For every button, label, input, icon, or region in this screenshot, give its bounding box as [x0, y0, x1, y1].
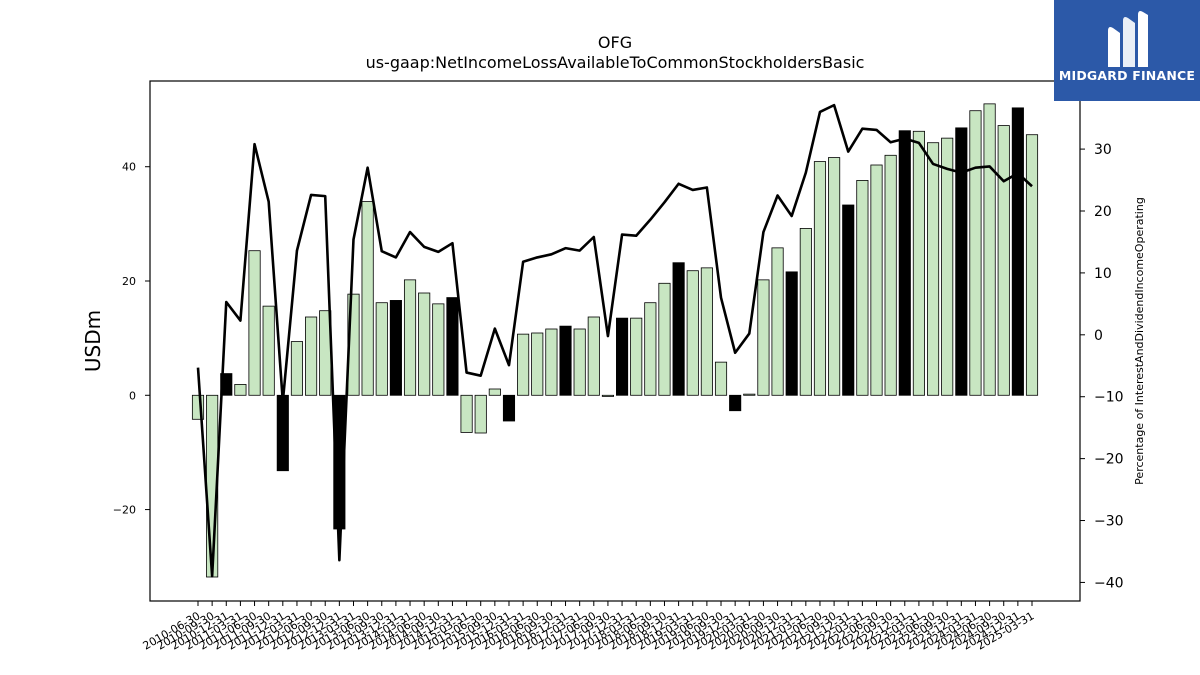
- y2-tick-label-0: 0: [1094, 328, 1103, 344]
- bar-2015-06-30: [474, 394, 487, 434]
- midgard-finance-logo: MIDGARD FINANCE: [1054, 0, 1200, 101]
- bar-2017-09-30: [601, 394, 614, 397]
- bar-2012-06-30: [305, 316, 318, 396]
- bar-2013-06-30: [361, 201, 374, 396]
- bar-2019-12-31: [729, 394, 742, 412]
- logo-text: MIDGARD FINANCE: [1058, 68, 1196, 83]
- bar-2021-12-31: [842, 204, 855, 396]
- bar-2016-09-30: [545, 328, 558, 396]
- bar-2025-03-31: [1025, 134, 1039, 396]
- bar-2014-09-30: [432, 303, 445, 396]
- y2-tick-label-20: 20: [1094, 204, 1112, 220]
- y2-tick-label--30: −30: [1094, 514, 1124, 530]
- bar-2014-03-31: [403, 279, 417, 396]
- y2-tick-label-30: 30: [1094, 142, 1112, 158]
- line-series: [196, 103, 1033, 578]
- bar-2021-09-30: [828, 157, 841, 396]
- y2-tick-label--10: −10: [1094, 390, 1124, 406]
- bar-2023-03-31: [912, 130, 925, 396]
- y-tick-label-20: 20: [122, 275, 136, 288]
- bar-2016-06-30: [531, 332, 544, 396]
- bar-2020-03-31: [743, 393, 756, 396]
- bar-2015-09-30: [488, 388, 501, 396]
- m-logo-icon: [1108, 11, 1148, 67]
- y-axis-label: USDm: [81, 310, 105, 372]
- bar-2024-06-30: [983, 103, 996, 396]
- bar-2024-03-31: [969, 110, 982, 396]
- y2-tick-label--20: −20: [1094, 452, 1124, 468]
- bar-2023-12-31: [955, 127, 968, 396]
- bar-2021-06-30: [813, 161, 827, 396]
- bar-2011-09-30: [262, 305, 275, 396]
- bar-2013-09-30: [375, 302, 388, 396]
- bar-2020-06-30: [757, 279, 770, 396]
- bar-2017-06-30: [587, 316, 600, 396]
- chart-subtitle: us-gaap:NetIncomeLossAvailableToCommonSt…: [366, 53, 865, 72]
- bar-2015-12-31: [502, 394, 516, 422]
- bar-2014-12-31: [446, 297, 459, 396]
- y2-tick-label-10: 10: [1094, 266, 1112, 282]
- bar-2020-09-30: [771, 247, 784, 396]
- bar-2022-03-31: [856, 180, 869, 396]
- y2-tick-label--40: −40: [1094, 575, 1124, 591]
- bar-2011-03-31: [234, 384, 247, 396]
- bar-2017-03-31: [573, 328, 586, 396]
- bar-2021-03-31: [799, 228, 812, 396]
- chart-title: OFG: [598, 33, 632, 52]
- bar-2020-12-31: [785, 271, 798, 396]
- bar-2018-09-30: [658, 282, 671, 396]
- bar-2018-03-31: [630, 317, 643, 396]
- bar-2022-09-30: [884, 154, 897, 396]
- bar-2018-12-31: [672, 262, 685, 396]
- bar-2010-06-30: [191, 394, 205, 420]
- bar-2019-06-30: [700, 267, 713, 396]
- y-tick-label-40: 40: [122, 161, 136, 174]
- bar-2022-06-30: [870, 164, 883, 396]
- bar-2023-09-30: [941, 137, 954, 396]
- plot-frame: [149, 80, 1081, 602]
- bar-2019-03-31: [686, 270, 699, 396]
- y-tick-label--20: −20: [113, 504, 136, 517]
- bar-2016-03-31: [517, 333, 530, 396]
- bar-2023-06-30: [927, 142, 940, 396]
- bar-2016-12-31: [559, 325, 572, 396]
- bar-2017-12-31: [616, 317, 629, 396]
- bar-2014-06-30: [418, 292, 431, 396]
- bar-2019-09-30: [714, 361, 728, 396]
- bar-2010-12-31: [220, 373, 233, 396]
- bar-2012-03-31: [290, 341, 304, 396]
- bar-2024-12-31: [1011, 107, 1024, 396]
- bar-2015-03-31: [460, 394, 473, 433]
- y2-axis-label: Percentage of InterestAndDividendIncomeO…: [1133, 197, 1146, 485]
- bar-2013-12-31: [389, 300, 402, 396]
- plot-area: −2002040−40−30−20−1001020302010-06-30201…: [113, 103, 1124, 653]
- bar-2011-06-30: [248, 250, 261, 396]
- bar-2011-12-31: [276, 394, 289, 472]
- bar-2022-12-31: [898, 130, 911, 396]
- bar-2018-06-30: [644, 302, 657, 396]
- bar-2024-09-30: [997, 125, 1010, 396]
- y-tick-label-0: 0: [129, 389, 136, 402]
